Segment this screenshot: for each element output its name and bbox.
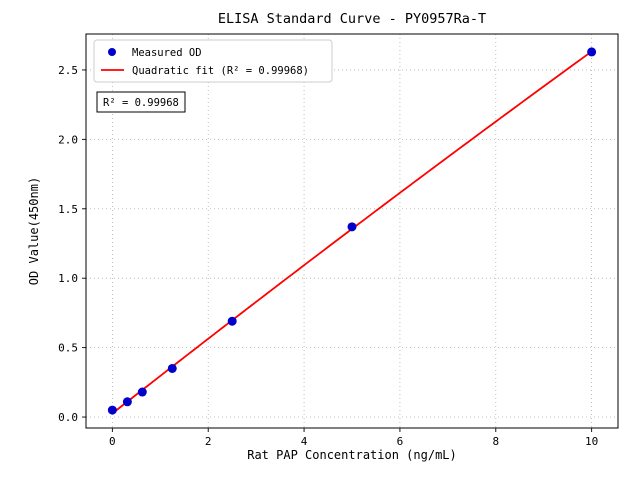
- x-axis-label: Rat PAP Concentration (ng/mL): [247, 448, 457, 462]
- data-point: [137, 387, 147, 397]
- data-point: [167, 363, 177, 373]
- legend-box: [93, 39, 333, 83]
- annotation-box: [96, 91, 186, 113]
- r-squared-annotation: R² = 0.99968: [96, 91, 186, 113]
- data-point: [122, 397, 132, 407]
- x-tick-label: 0: [109, 435, 116, 448]
- legend-label-measured-od: Measured OD: [132, 47, 202, 59]
- axes-frame: [85, 33, 619, 429]
- data-point: [227, 316, 237, 326]
- measured-points: [107, 47, 597, 415]
- legend-label-quadratic-fit: Quadratic fit (R² = 0.99968): [132, 65, 309, 77]
- chart-title: ELISA Standard Curve - PY0957Ra-T: [218, 11, 486, 27]
- data-point: [347, 222, 357, 232]
- x-tick-label: 8: [492, 435, 499, 448]
- y-tick-label: 0.5: [58, 342, 78, 355]
- data-point: [587, 47, 597, 57]
- x-tick-label: 6: [397, 435, 404, 448]
- y-axis-label: OD Value(450nm): [27, 177, 41, 285]
- annotation-text: R² = 0.99968: [103, 97, 179, 109]
- legend: Measured OD Quadratic fit (R² = 0.99968): [93, 39, 333, 83]
- data-point: [107, 405, 117, 415]
- x-tick-label: 10: [585, 435, 598, 448]
- x-tick-label: 4: [301, 435, 308, 448]
- y-tick-label: 2.0: [58, 133, 78, 146]
- y-tick-label: 2.5: [58, 64, 78, 77]
- y-tick-label: 1.0: [58, 272, 78, 285]
- legend-marker-measured-od: [108, 48, 116, 56]
- axis-ticks: 0 2 4 6 8 10 0.0 0.5 1.0 1.5 2.0 2.5: [58, 64, 598, 448]
- y-tick-label: 0.0: [58, 411, 78, 424]
- x-tick-label: 2: [205, 435, 212, 448]
- y-tick-label: 1.5: [58, 203, 78, 216]
